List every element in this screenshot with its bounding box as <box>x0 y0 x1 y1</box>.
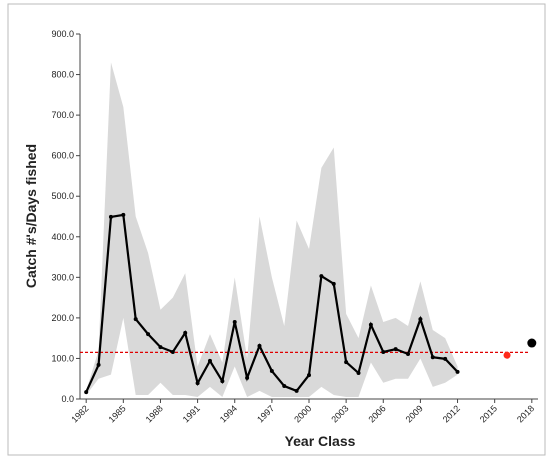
y-tick-label: 400.0 <box>51 232 74 242</box>
data-point <box>257 343 262 348</box>
data-point <box>307 373 311 378</box>
data-point <box>368 322 373 327</box>
y-axis-label: Catch #'s/Days fished <box>23 144 39 288</box>
data-point <box>319 274 324 279</box>
data-point <box>430 355 435 360</box>
y-tick-label: 100.0 <box>51 353 74 363</box>
data-point <box>207 358 212 363</box>
data-point <box>183 330 188 335</box>
data-point <box>269 369 274 374</box>
y-tick-label: 800.0 <box>51 70 74 80</box>
data-point <box>84 390 89 395</box>
data-point <box>96 362 101 367</box>
data-point <box>393 347 398 352</box>
data-point <box>356 371 361 376</box>
y-tick-label: 700.0 <box>51 110 74 120</box>
data-point <box>455 369 460 374</box>
data-point <box>158 345 163 350</box>
y-tick-label: 900.0 <box>51 29 74 39</box>
data-point <box>331 281 336 286</box>
y-tick-label: 300.0 <box>51 272 74 282</box>
data-point <box>133 317 138 322</box>
data-point <box>282 384 287 389</box>
y-tick-label: 0.0 <box>61 394 74 404</box>
x-axis-label: Year Class <box>285 433 356 449</box>
data-point <box>121 212 126 217</box>
data-point <box>406 351 411 356</box>
range-band <box>86 62 458 397</box>
data-point <box>170 349 175 354</box>
data-point <box>294 388 299 393</box>
data-point <box>344 360 349 365</box>
highlight-point <box>503 351 511 359</box>
data-point <box>418 317 423 322</box>
data-point <box>195 381 200 386</box>
data-point <box>232 319 237 324</box>
y-tick-label: 500.0 <box>51 191 74 201</box>
y-tick-label: 200.0 <box>51 313 74 323</box>
data-point <box>220 379 225 384</box>
data-point <box>146 332 151 337</box>
highlight-point <box>527 338 537 348</box>
data-point <box>443 356 448 361</box>
data-point <box>108 214 113 219</box>
data-point <box>245 375 250 380</box>
y-tick-label: 600.0 <box>51 151 74 161</box>
data-point <box>381 349 386 354</box>
